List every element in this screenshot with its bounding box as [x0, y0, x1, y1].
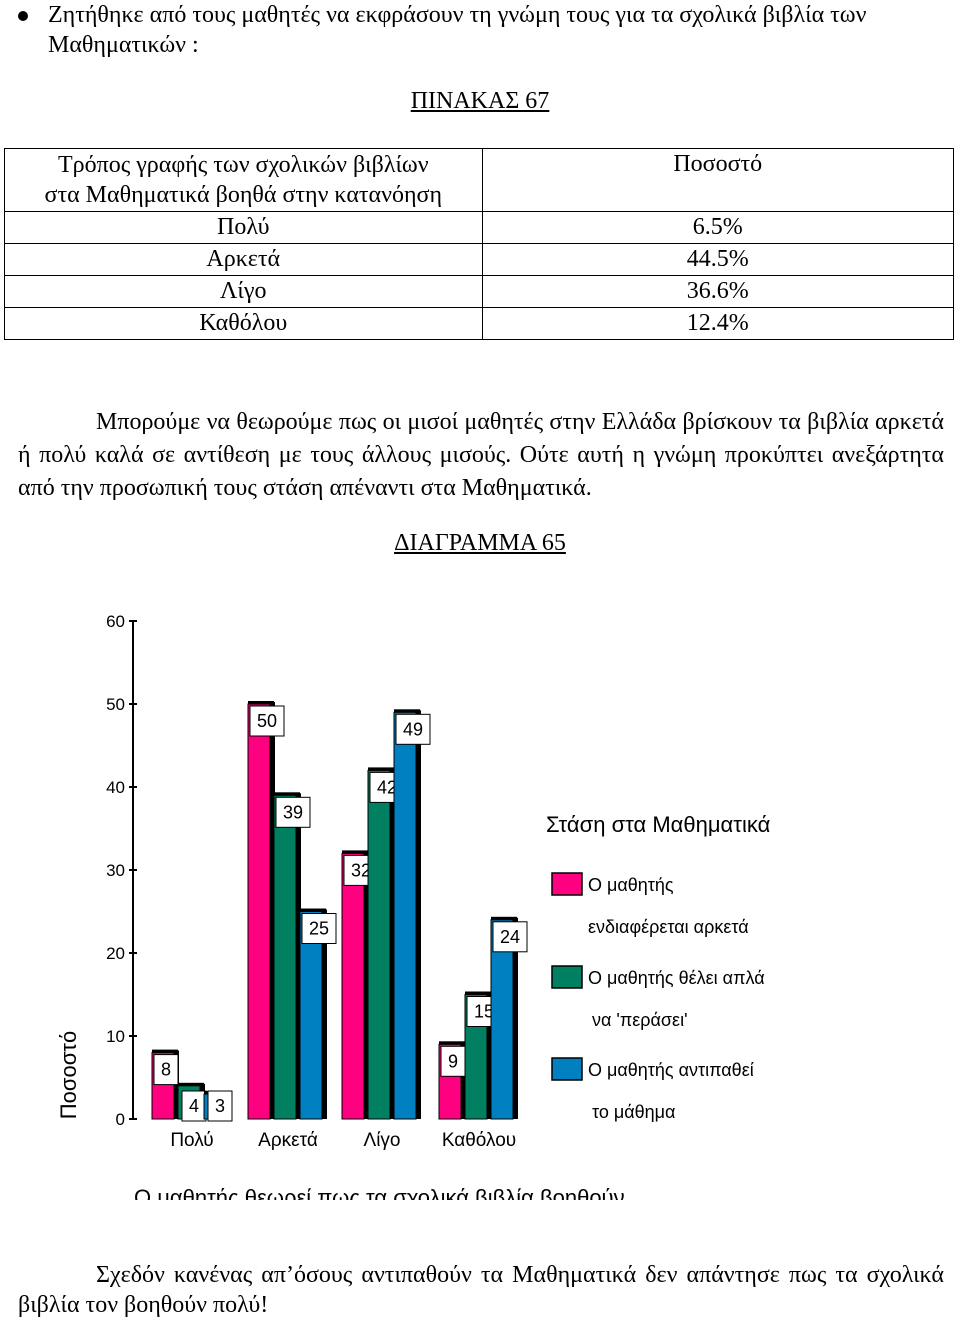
y-axis-title: Ποσοστό — [56, 1031, 81, 1119]
table-row: Αρκετά 44.5% — [4, 243, 955, 276]
bar-top-edge — [368, 767, 394, 771]
bar — [341, 852, 365, 1120]
bar — [393, 711, 417, 1120]
table-header-right: Ποσοστό — [481, 148, 955, 212]
bar-shadow — [390, 768, 395, 1119]
row-value: 6.5% — [481, 211, 955, 244]
intro-text: Ζητήθηκε από τους μαθητές να εκφράσουν τ… — [48, 2, 867, 58]
table-header-row: Τρόπος γραφής των σχολικών βιβλίων στα Μ… — [4, 148, 955, 212]
value-label: 32 — [351, 860, 371, 880]
bar-shadow — [487, 992, 492, 1119]
diagram-title: ΔΙΑΓΡΑΜΜΑ 65 — [394, 530, 566, 556]
bar — [367, 769, 391, 1120]
bar-top-edge — [178, 1082, 204, 1086]
bar-shadow — [322, 909, 327, 1119]
results-table: Τρόπος γραφής των σχολικών βιβλίων στα Μ… — [4, 148, 955, 340]
value-label: 3 — [215, 1096, 225, 1116]
value-label-box — [440, 1045, 466, 1077]
conclusion-paragraph: Σχεδόν κανένας απ’όσους αντιπαθούν τα Μα… — [18, 1260, 944, 1320]
table-row: Λίγο 36.6% — [4, 275, 955, 308]
row-value: 12.4% — [481, 307, 955, 340]
bar-top-edge — [274, 792, 300, 796]
row-label: Πολύ — [4, 211, 483, 244]
table-title: ΠΙΝΑΚΑΣ 67 — [410, 88, 550, 114]
legend-label: ενδιαφέρεται αρκετά — [588, 917, 749, 937]
value-label-box — [492, 921, 528, 953]
bar-top-edge — [439, 1041, 465, 1045]
value-label: 9 — [448, 1051, 458, 1071]
bar — [247, 703, 271, 1120]
bar-top-edge — [491, 916, 517, 920]
y-tick-label: 50 — [106, 695, 125, 714]
value-label: 25 — [309, 919, 329, 939]
bar — [299, 911, 323, 1120]
row-label: Αρκετά — [4, 243, 483, 276]
bar — [490, 919, 514, 1120]
value-label-box — [301, 913, 337, 944]
bar — [273, 794, 297, 1120]
bar-shadow — [270, 702, 275, 1119]
bar-top-edge — [248, 701, 274, 704]
bar-shadow — [461, 1042, 466, 1119]
value-label: 4 — [189, 1096, 199, 1116]
bar-top-edge — [152, 1049, 178, 1053]
y-tick-label: 20 — [106, 944, 125, 963]
y-tick-label: 40 — [106, 778, 125, 797]
value-label-box — [395, 713, 431, 745]
value-label: 50 — [257, 711, 277, 731]
x-axis-title: Ο μαθητής θεωρεί πως τα σχολικά βιβλία β… — [134, 1185, 625, 1200]
value-label-box — [153, 1054, 179, 1086]
value-label: 39 — [283, 802, 303, 822]
table-row: Πολύ 6.5% — [4, 211, 955, 244]
bar-top-edge — [394, 709, 420, 713]
bar-shadow — [416, 710, 421, 1119]
value-label: 42 — [377, 777, 397, 797]
bar-shadow — [296, 793, 301, 1119]
bar-top-edge — [300, 908, 326, 912]
legend-label: Ο μαθητής αντιπαθεί — [588, 1060, 754, 1080]
x-category-label: Αρκετά — [258, 1130, 318, 1151]
row-value: 44.5% — [481, 243, 955, 276]
value-label: 15 — [474, 1002, 494, 1022]
row-label: Λίγο — [4, 275, 483, 308]
value-label: 49 — [403, 719, 423, 739]
header-left-line2: στα Μαθηματικά βοηθά στην κατανόηση — [44, 182, 443, 208]
bar-top-edge — [465, 991, 491, 995]
legend-swatch — [551, 1057, 583, 1081]
bullet-icon — [18, 11, 28, 21]
legend-swatch — [551, 965, 583, 989]
value-label-box — [249, 705, 285, 737]
y-tick-label: 10 — [106, 1027, 125, 1046]
bar-top-edge — [342, 850, 368, 854]
y-tick-label: 60 — [106, 612, 125, 631]
intro-bullet-item: Ζητήθηκε από τους μαθητές να εκφράσουν τ… — [18, 0, 948, 60]
table-row: Καθόλου 12.4% — [4, 307, 955, 340]
conclusion-text: Σχεδόν κανένας απ’όσους αντιπαθούν τα Μα… — [18, 1262, 944, 1318]
legend-title: Στάση στα Μαθηματικά — [546, 812, 771, 837]
row-value: 36.6% — [481, 275, 955, 308]
value-label: 24 — [500, 927, 520, 947]
y-tick-label: 0 — [116, 1110, 125, 1129]
x-category-label: Πολύ — [170, 1130, 213, 1151]
value-label-box — [275, 796, 311, 828]
x-category-label: Λίγο — [364, 1130, 401, 1151]
header-left-line1: Τρόπος γραφής των σχολικών βιβλίων — [57, 152, 429, 178]
analysis-text: Μπορούμε να θεωρούμε πως οι μισοί μαθητέ… — [18, 409, 944, 501]
analysis-paragraph: Μπορούμε να θεωρούμε πως οι μισοί μαθητέ… — [18, 406, 944, 505]
value-label: 8 — [161, 1060, 171, 1080]
y-tick-label: 30 — [106, 861, 125, 880]
value-label-box — [207, 1090, 233, 1122]
legend-label: να 'περάσει' — [592, 1010, 688, 1030]
x-category-label: Καθόλου — [442, 1130, 516, 1151]
legend-swatch — [551, 872, 583, 896]
table-header-left: Τρόπος γραφής των σχολικών βιβλίων στα Μ… — [4, 148, 483, 212]
legend-label: Ο μαθητής θέλει απλά — [588, 968, 765, 988]
legend-label: Ο μαθητής — [588, 875, 674, 895]
bar-shadow — [364, 851, 369, 1119]
legend-label: το μάθημα — [592, 1102, 675, 1122]
bar-shadow — [513, 917, 518, 1119]
row-label: Καθόλου — [4, 307, 483, 340]
